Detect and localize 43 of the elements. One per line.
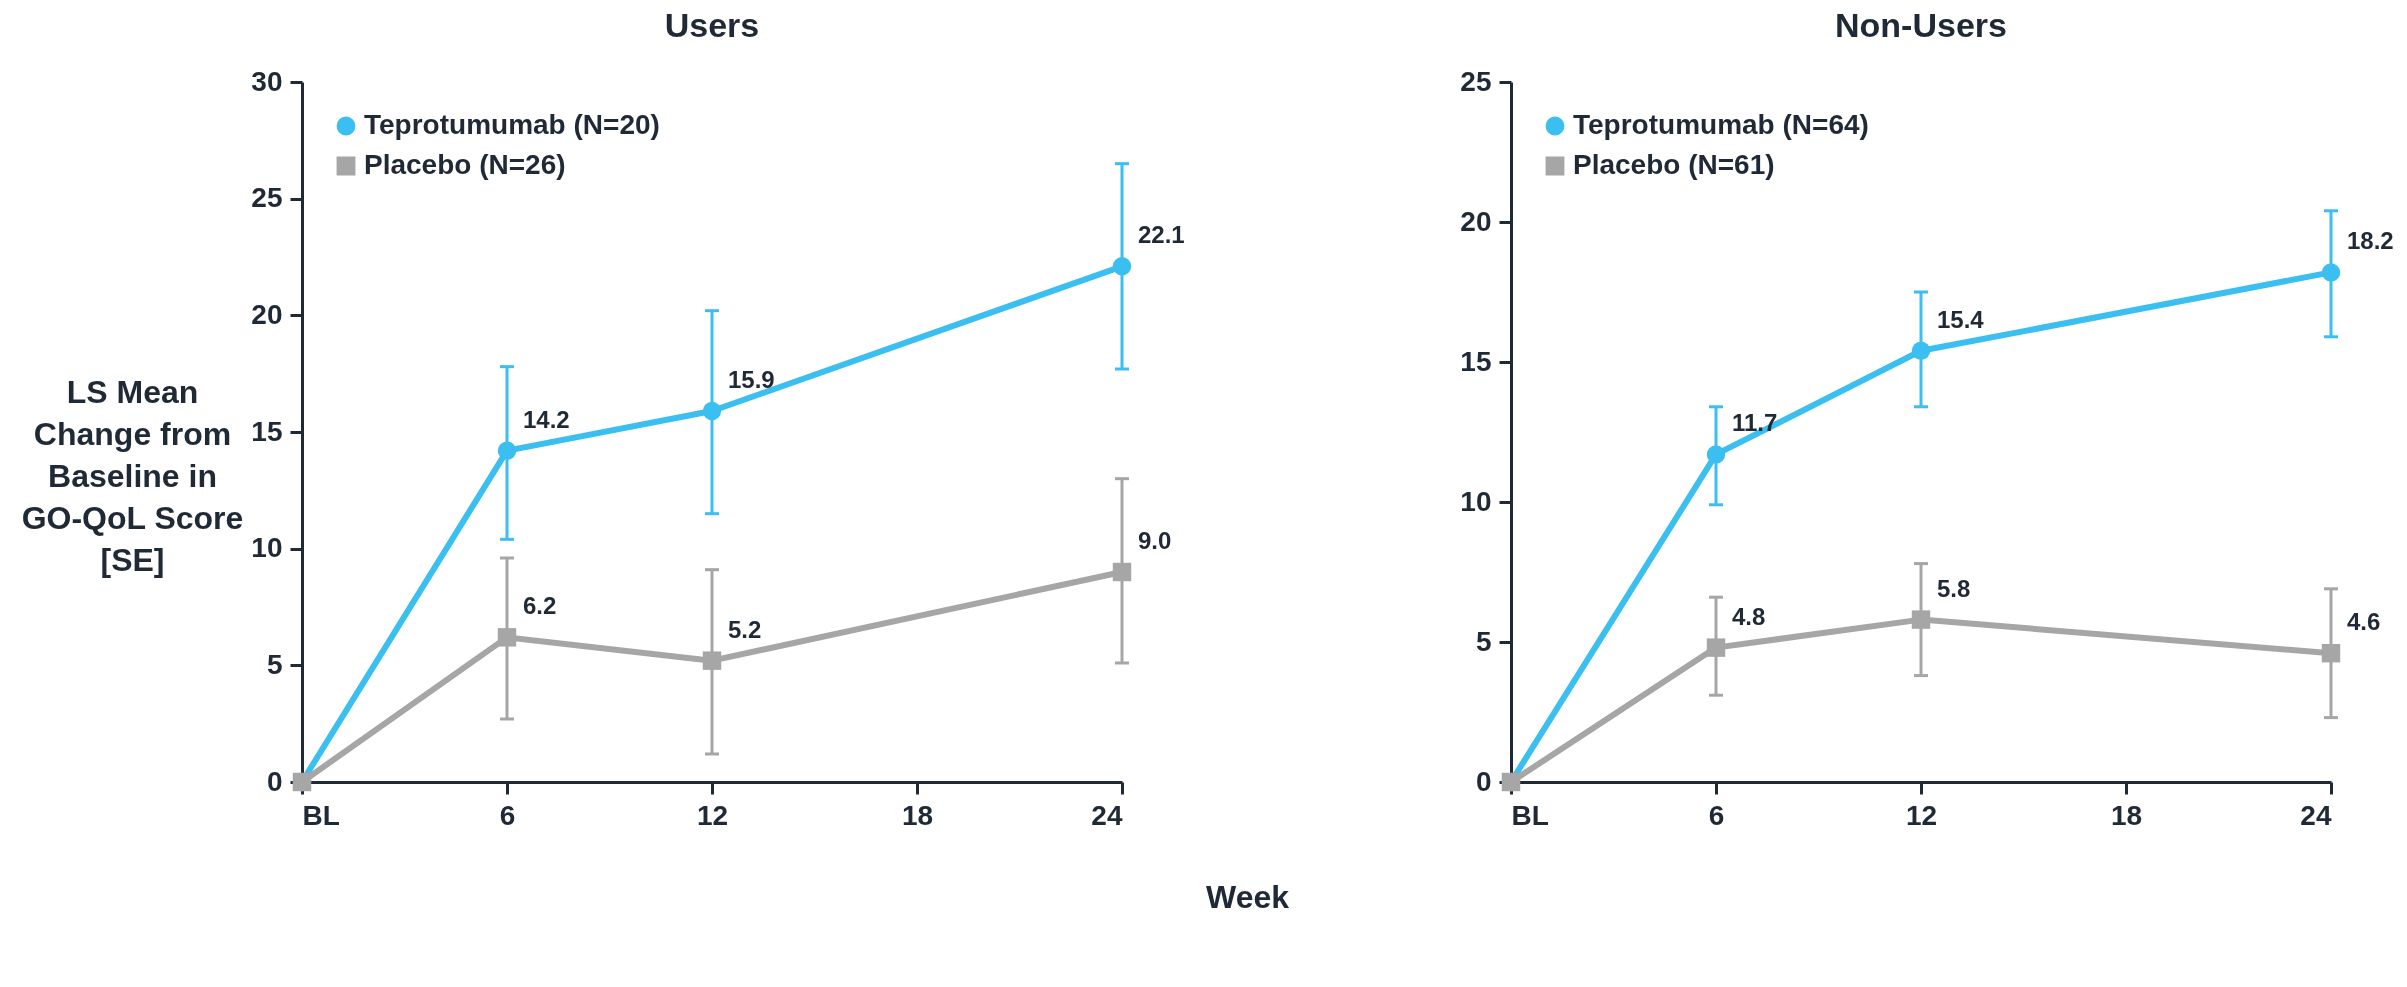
x-tick-label: 6 bbox=[499, 799, 516, 831]
y-tick-label: 5 bbox=[266, 648, 283, 680]
y-tick-label: 25 bbox=[251, 182, 283, 214]
y-tick-label: 5 bbox=[1475, 625, 1492, 657]
y-axis-title: LS Mean Change from Baseline in GO-QoL Score [SE] bbox=[21, 373, 244, 578]
data-label: 9.0 bbox=[1138, 527, 1172, 554]
legend-label: Teprotumumab (N=64) bbox=[1573, 109, 1869, 140]
x-tick-label: 24 bbox=[2300, 799, 2332, 831]
x-axis-title: Week bbox=[1205, 878, 1290, 915]
chart-title: Non-Users bbox=[1835, 6, 2007, 44]
y-tick-label: 20 bbox=[1460, 205, 1492, 237]
x-tick-label: 12 bbox=[696, 799, 729, 831]
x-tick-label: BL bbox=[1511, 799, 1549, 831]
data-label: 4.8 bbox=[1732, 602, 1766, 630]
data-label: 6.2 bbox=[523, 592, 557, 620]
y-tick-label: 20 bbox=[251, 298, 283, 330]
y-tick-label: 15 bbox=[251, 415, 283, 447]
x-tick-label: 24 bbox=[1091, 799, 1123, 831]
data-label: 4.6 bbox=[2347, 608, 2381, 636]
y-tick-label: 10 bbox=[1460, 485, 1492, 517]
x-tick-label: 18 bbox=[901, 799, 934, 831]
chart-title: Users bbox=[664, 6, 760, 44]
legend-label: Placebo (N=61) bbox=[1573, 149, 1775, 180]
x-tick-label: 6 bbox=[1708, 799, 1725, 831]
data-label: 22.1 bbox=[1138, 221, 1185, 249]
x-tick-label: 12 bbox=[1905, 799, 1938, 831]
y-tick-label: 15 bbox=[1460, 345, 1492, 377]
data-label: 11.7 bbox=[1732, 409, 1778, 437]
data-label: 5.8 bbox=[1937, 574, 1971, 602]
data-label: 5.2 bbox=[728, 615, 762, 643]
x-tick-label: 18 bbox=[2110, 799, 2143, 831]
y-tick-label: 30 bbox=[251, 65, 283, 97]
y-tick-label: 10 bbox=[251, 532, 283, 564]
data-label: 15.4 bbox=[1937, 305, 1985, 333]
y-tick-label: 25 bbox=[1460, 65, 1492, 97]
legend-label: Teprotumumab (N=20) bbox=[364, 109, 660, 140]
data-label: 18.2 bbox=[2347, 227, 2394, 255]
x-tick-label: BL bbox=[302, 799, 340, 831]
y-tick-label: 0 bbox=[1475, 765, 1492, 797]
legend-label: Placebo (N=26) bbox=[364, 149, 566, 180]
data-label: 14.2 bbox=[523, 405, 570, 433]
data-label: 15.9 bbox=[728, 366, 775, 393]
y-tick-label: 0 bbox=[266, 765, 283, 797]
